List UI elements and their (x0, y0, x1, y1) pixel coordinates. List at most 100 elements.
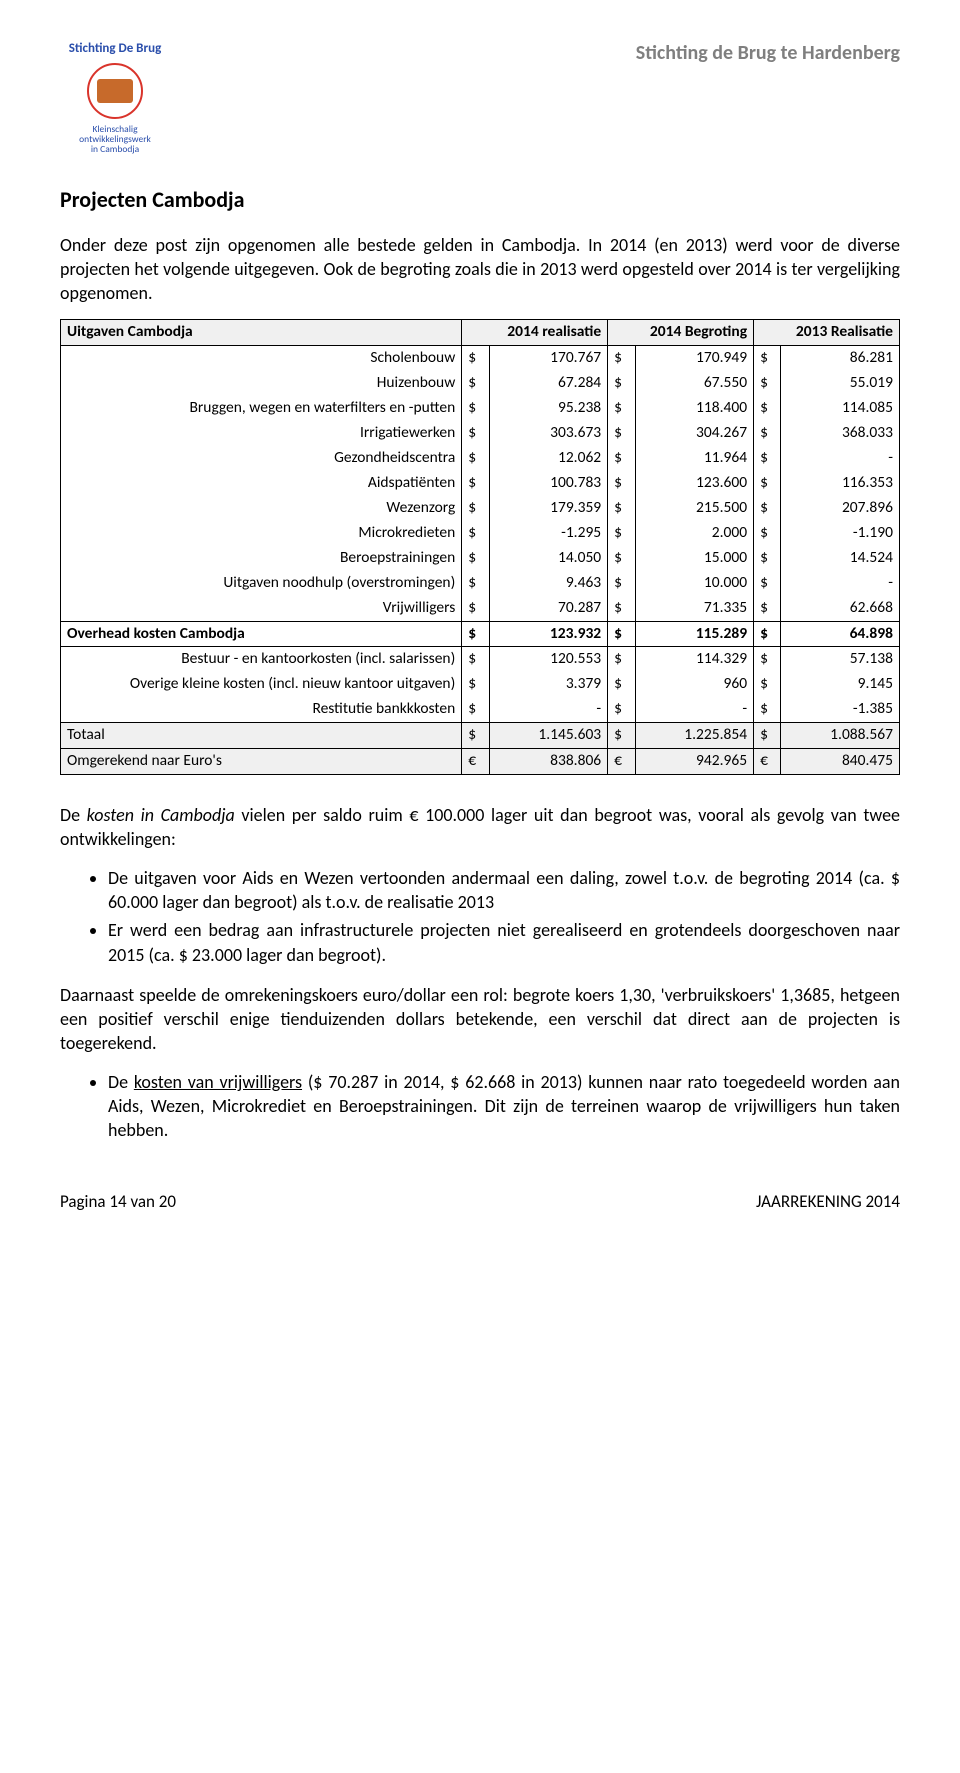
row-label: Uitgaven noodhulp (overstromingen) (61, 571, 462, 596)
euro-row: Omgerekend naar Euro's € 838.806 € 942.9… (61, 749, 900, 775)
table-header-row: Uitgaven Cambodja 2014 realisatie 2014 B… (61, 320, 900, 346)
row-val-2013real: 55.019 (781, 371, 900, 396)
row-val-2014begr: 118.400 (635, 396, 754, 421)
row-val-2014begr: 15.000 (635, 546, 754, 571)
row-val-2014real: 70.287 (489, 596, 608, 621)
row-val-2013real: 62.668 (781, 596, 900, 621)
row-label: Wezenzorg (61, 496, 462, 521)
row-label: Gezondheidscentra (61, 446, 462, 471)
kosten-bullet-list: De uitgaven voor Aids en Wezen vertoonde… (60, 866, 900, 967)
table-row: Uitgaven noodhulp (overstromingen)$9.463… (61, 571, 900, 596)
row-val-2013real: 57.138 (781, 647, 900, 672)
row-label: Aidspatiënten (61, 471, 462, 496)
euro-2014begr: 942.965 (635, 749, 754, 775)
row-val-2014begr: - (635, 697, 754, 722)
row-val-2014begr: 304.267 (635, 421, 754, 446)
row-label: Huizenbouw (61, 371, 462, 396)
table-row: Vrijwilligers$70.287$71.335$62.668 (61, 596, 900, 621)
row-label: Beroepstrainingen (61, 546, 462, 571)
row-val-2014begr: 2.000 (635, 521, 754, 546)
row-val-2014begr: 960 (635, 672, 754, 697)
uitgaven-table: Uitgaven Cambodja 2014 realisatie 2014 B… (60, 319, 900, 775)
row-val-2014begr: 123.600 (635, 471, 754, 496)
row-val-2013real: - (781, 571, 900, 596)
kosten-intro-paragraph: De kosten in Cambodja vielen per saldo r… (60, 803, 900, 852)
row-val-2013real: 14.524 (781, 546, 900, 571)
row-label: Scholenbouw (61, 346, 462, 371)
row-val-2014real: 170.767 (489, 346, 608, 371)
table-row: Bruggen, wegen en waterfilters en -putte… (61, 396, 900, 421)
table-row: Microkredieten$-1.295$2.000$-1.190 (61, 521, 900, 546)
euro-2014real: 838.806 (489, 749, 608, 775)
row-val-2014real: 9.463 (489, 571, 608, 596)
footer-page-number: Pagina 14 van 20 (60, 1191, 176, 1214)
section-title: Projecten Cambodja (60, 185, 900, 215)
col-header-2013real: 2013 Realisatie (754, 320, 900, 346)
overhead-header-label: Overhead kosten Cambodja (61, 621, 462, 647)
logo-block: Stichting De Brug Kleinschalig ontwikkel… (60, 40, 170, 155)
footer-document-title: JAARREKENING 2014 (756, 1191, 900, 1214)
row-val-2014real: -1.295 (489, 521, 608, 546)
logo-subtitle: Kleinschalig ontwikkelingswerk in Cambod… (79, 124, 151, 155)
table-row: Irrigatiewerken$303.673$304.267$368.033 (61, 421, 900, 446)
overhead-total-2013real: 64.898 (781, 621, 900, 647)
table-row: Restitutie bankkkosten$-$-$-1.385 (61, 697, 900, 722)
koers-paragraph: Daarnaast speelde de omrekeningskoers eu… (60, 983, 900, 1056)
list-item: Er werd een bedrag aan infrastructurele … (108, 918, 900, 967)
row-val-2014begr: 10.000 (635, 571, 754, 596)
row-val-2013real: -1.190 (781, 521, 900, 546)
row-val-2014real: 14.050 (489, 546, 608, 571)
table-row: Scholenbouw$170.767$170.949$86.281 (61, 346, 900, 371)
row-val-2013real: 368.033 (781, 421, 900, 446)
row-val-2014real: 303.673 (489, 421, 608, 446)
organization-name-header: Stichting de Brug te Hardenberg (636, 40, 900, 67)
logo-title: Stichting De Brug (69, 40, 161, 58)
table-row: Wezenzorg$179.359$215.500$207.896 (61, 496, 900, 521)
row-val-2014begr: 67.550 (635, 371, 754, 396)
row-val-2013real: -1.385 (781, 697, 900, 722)
row-label: Vrijwilligers (61, 596, 462, 621)
page-footer: Pagina 14 van 20 JAARREKENING 2014 (60, 1191, 900, 1214)
row-val-2013real: 9.145 (781, 672, 900, 697)
col-header-2014begr: 2014 Begroting (608, 320, 754, 346)
row-val-2014real: 95.238 (489, 396, 608, 421)
vrijwilligers-link-text: kosten van vrijwilligers (134, 1071, 302, 1093)
row-val-2013real: 86.281 (781, 346, 900, 371)
table-row: Gezondheidscentra$12.062$11.964$- (61, 446, 900, 471)
row-label: Bruggen, wegen en waterfilters en -putte… (61, 396, 462, 421)
table-row: Overige kleine kosten (incl. nieuw kanto… (61, 672, 900, 697)
row-val-2014begr: 11.964 (635, 446, 754, 471)
total-row: Totaal $ 1.145.603 $ 1.225.854 $ 1.088.5… (61, 723, 900, 749)
col-header-label: Uitgaven Cambodja (61, 320, 462, 346)
intro-paragraph: Onder deze post zijn opgenomen alle best… (60, 233, 900, 306)
row-val-2014real: 67.284 (489, 371, 608, 396)
row-val-2014begr: 114.329 (635, 647, 754, 672)
table-row: Huizenbouw$67.284$67.550$55.019 (61, 371, 900, 396)
overhead-total-2014real: 123.932 (489, 621, 608, 647)
row-val-2014begr: 71.335 (635, 596, 754, 621)
row-val-2014real: 12.062 (489, 446, 608, 471)
row-label: Overige kleine kosten (incl. nieuw kanto… (61, 672, 462, 697)
row-val-2014begr: 170.949 (635, 346, 754, 371)
row-val-2014real: 3.379 (489, 672, 608, 697)
row-val-2014real: - (489, 697, 608, 722)
euro-label: Omgerekend naar Euro's (61, 749, 462, 775)
total-2014real: 1.145.603 (489, 723, 608, 749)
vrijwilligers-bullet-list: De kosten van vrijwilligers ($ 70.287 in… (60, 1070, 900, 1143)
row-val-2013real: - (781, 446, 900, 471)
total-label: Totaal (61, 723, 462, 749)
table-row: Aidspatiënten$100.783$123.600$116.353 (61, 471, 900, 496)
row-val-2013real: 116.353 (781, 471, 900, 496)
table-row: Bestuur - en kantoorkosten (incl. salari… (61, 647, 900, 672)
row-label: Restitutie bankkkosten (61, 697, 462, 722)
logo-circle-icon (87, 63, 143, 119)
row-val-2014real: 100.783 (489, 471, 608, 496)
list-item: De kosten van vrijwilligers ($ 70.287 in… (108, 1070, 900, 1143)
row-label: Irrigatiewerken (61, 421, 462, 446)
overhead-total-2014begr: 115.289 (635, 621, 754, 647)
table-row: Beroepstrainingen$14.050$15.000$14.524 (61, 546, 900, 571)
overhead-header-row: Overhead kosten Cambodja $ 123.932 $ 115… (61, 621, 900, 647)
total-2013real: 1.088.567 (781, 723, 900, 749)
list-item: De uitgaven voor Aids en Wezen vertoonde… (108, 866, 900, 915)
row-val-2014real: 179.359 (489, 496, 608, 521)
